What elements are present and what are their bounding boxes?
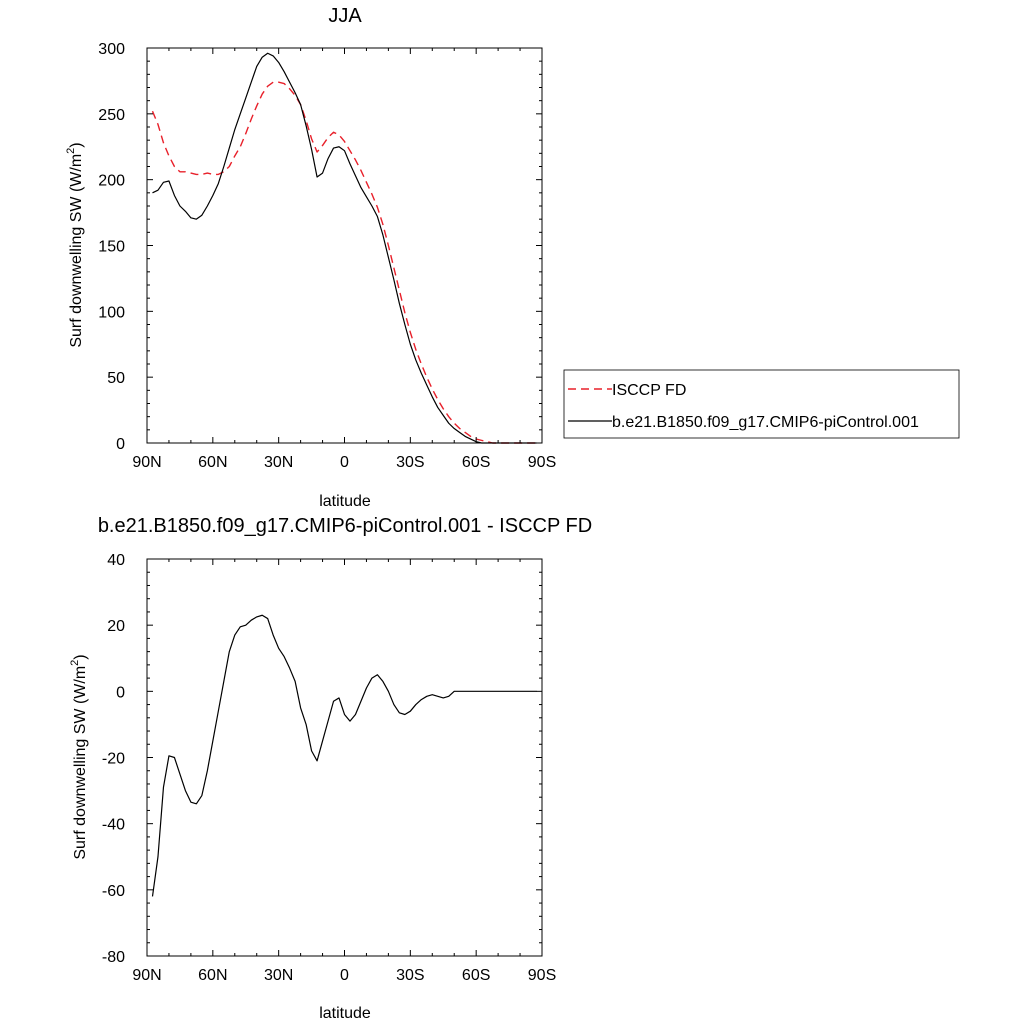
bottom-plot-content bbox=[151, 614, 537, 897]
bottom-x-tick-label: 0 bbox=[340, 967, 349, 984]
legend-box bbox=[563, 369, 960, 439]
bottom-y-axis-label-main: Surf downwelling SW (W/m bbox=[72, 666, 89, 860]
bottom-y-tick-label: 0 bbox=[116, 684, 125, 701]
bottom-y-axis-label: Surf downwelling SW (W/m2) bbox=[69, 654, 89, 859]
bottom-y-tick-label: -60 bbox=[102, 883, 125, 900]
top-y-tick-label: 200 bbox=[98, 173, 125, 190]
bottom-series-line-0 bbox=[151, 614, 537, 897]
top-y-tick-label: 50 bbox=[107, 370, 125, 387]
bottom-x-tick-label: 30S bbox=[396, 967, 424, 984]
top-x-tick-label: 90S bbox=[528, 454, 556, 471]
top-axis-ticks: 90N 60N 30N 0 30S 60S 90S 0 50 100 150 200 250 300 bbox=[98, 41, 556, 471]
bottom-x-tick-label: 90N bbox=[132, 967, 161, 984]
bottom-y-tick-label: -20 bbox=[102, 751, 125, 768]
top-y-tick-label: 0 bbox=[116, 436, 125, 453]
top-x-tick-label: 30N bbox=[264, 454, 293, 471]
bottom-panel: b.e21.B1850.f09_g17.CMIP6-piControl.001 … bbox=[69, 515, 592, 1022]
bottom-y-axis-label-close: ) bbox=[72, 654, 89, 659]
legend: ISCCP FD b.e21.B1850.f09_g17.CMIP6-piCon… bbox=[563, 369, 960, 439]
bottom-x-tick-label: 90S bbox=[528, 967, 556, 984]
bottom-x-tick-label: 60S bbox=[462, 967, 490, 984]
top-y-axis-label: Surf downwelling SW (W/m2) bbox=[65, 142, 85, 347]
bottom-axis-ticks: 90N 60N 30N 0 30S 60S 90S -80 -60 -40 -20 0 20 40 bbox=[102, 552, 556, 984]
bottom-y-tick-label: -80 bbox=[102, 949, 125, 966]
top-y-tick-label: 300 bbox=[98, 41, 125, 58]
bottom-x-tick-label: 30N bbox=[264, 967, 293, 984]
top-x-tick-label: 30S bbox=[396, 454, 424, 471]
bottom-y-tick-label: -40 bbox=[102, 817, 125, 834]
legend-label-model: b.e21.B1850.f09_g17.CMIP6-piControl.001 bbox=[612, 414, 919, 431]
top-series-line-0 bbox=[151, 81, 537, 444]
top-y-axis-label-main: Surf downwelling SW (W/m bbox=[68, 154, 85, 348]
bottom-x-tick-label: 60N bbox=[198, 967, 227, 984]
top-y-axis-label-close: ) bbox=[68, 142, 85, 147]
bottom-y-tick-label: 40 bbox=[107, 552, 125, 569]
top-plot-frame bbox=[146, 47, 543, 444]
top-x-tick-label: 60N bbox=[198, 454, 227, 471]
top-y-tick-label: 250 bbox=[98, 107, 125, 124]
bottom-plot-frame bbox=[146, 558, 543, 957]
top-x-tick-label: 60S bbox=[462, 454, 490, 471]
bottom-chart-title: b.e21.B1850.f09_g17.CMIP6-piControl.001 … bbox=[98, 515, 592, 537]
bottom-y-axis-label-superscript: 2 bbox=[69, 660, 81, 666]
legend-label-isccp: ISCCP FD bbox=[612, 382, 686, 399]
top-panel: JJA 90N 60N 30N 0 30S 60S 90S 0 50 100 150 200 250 30… bbox=[65, 5, 960, 510]
top-y-tick-label: 100 bbox=[98, 304, 125, 321]
top-x-tick-label: 90N bbox=[132, 454, 161, 471]
top-x-axis-label: latitude bbox=[319, 493, 371, 510]
bottom-x-axis-label: latitude bbox=[319, 1005, 371, 1022]
top-x-tick-label: 0 bbox=[340, 454, 349, 471]
top-series-line-1 bbox=[152, 52, 537, 444]
top-y-axis-label-superscript: 2 bbox=[65, 148, 77, 154]
top-plot-content bbox=[151, 52, 537, 444]
top-chart-title: JJA bbox=[328, 5, 362, 27]
top-y-tick-label: 150 bbox=[98, 239, 125, 256]
bottom-y-tick-label: 20 bbox=[107, 618, 125, 635]
